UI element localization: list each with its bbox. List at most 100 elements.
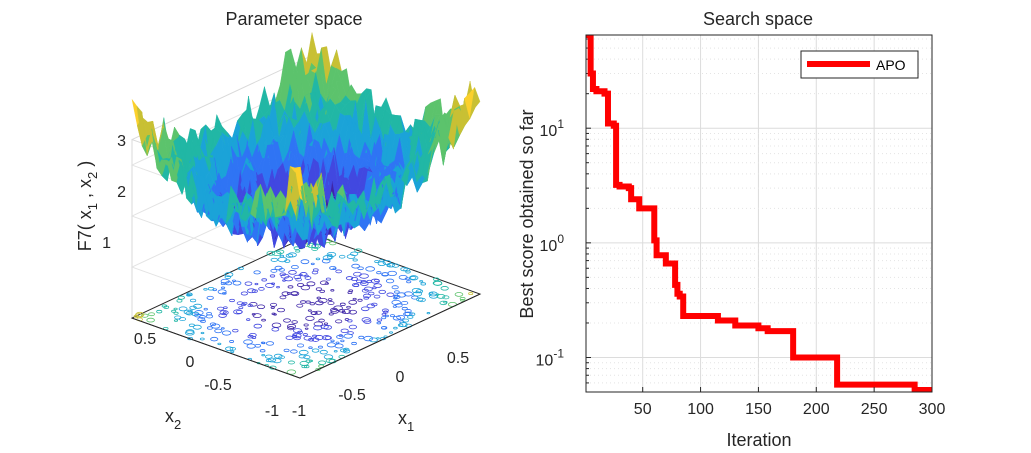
contour-ring xyxy=(386,292,395,297)
contour-ring xyxy=(295,277,302,282)
contour-ring xyxy=(404,277,410,281)
contour-ring xyxy=(372,286,377,290)
contour-ring xyxy=(285,335,294,340)
contour-ring xyxy=(392,305,398,308)
contour-ring xyxy=(271,282,276,285)
contour-ring xyxy=(315,287,322,291)
contour-ring xyxy=(432,280,443,286)
contour-ring xyxy=(394,290,400,294)
contour-ring xyxy=(217,289,227,295)
x2-axis-label: x2 xyxy=(165,406,181,432)
contour-ring xyxy=(391,299,401,305)
contour-ring xyxy=(279,272,286,277)
contour-ring xyxy=(358,335,365,340)
surface-title: Parameter space xyxy=(225,9,362,29)
x1-axis-line xyxy=(299,293,481,379)
x2-axis-line xyxy=(131,317,301,379)
contour-ring xyxy=(224,281,233,286)
series-line-apo xyxy=(586,35,932,392)
contour-ring xyxy=(232,328,239,333)
contour-ring xyxy=(254,282,259,286)
contour-ring xyxy=(318,318,325,323)
contour-ring xyxy=(381,312,387,316)
contour-ring xyxy=(179,317,187,322)
y-tick-label: 10-1 xyxy=(536,346,565,369)
contour-ring xyxy=(335,319,343,324)
contour-ring xyxy=(197,317,206,322)
contour-ring xyxy=(374,260,380,263)
contour-ring xyxy=(300,285,311,291)
surface-facet xyxy=(469,86,481,119)
contour-ring xyxy=(376,318,383,322)
contour-ring xyxy=(233,309,243,315)
contour-ring xyxy=(244,281,253,286)
z-tick-label: 3 xyxy=(117,133,126,150)
contour-ring xyxy=(185,329,195,335)
x-tick-label: 50 xyxy=(634,401,652,418)
surface-mesh xyxy=(131,32,481,379)
y-tick-label: 101 xyxy=(540,117,565,140)
contour-ring xyxy=(261,278,268,282)
contour-ring xyxy=(348,289,354,293)
svg-text:x2: x2 xyxy=(165,406,181,432)
contour-ring xyxy=(203,287,208,291)
contour-ring xyxy=(299,272,308,277)
contour-ring xyxy=(353,283,360,288)
contour-ring xyxy=(352,297,357,301)
contour-ring xyxy=(307,309,312,312)
contour-ring xyxy=(387,270,397,277)
contour-ring xyxy=(366,279,373,283)
x-tick-label: 0 xyxy=(396,369,405,386)
contour-ring xyxy=(311,348,320,353)
contour-ring xyxy=(338,308,345,313)
contour-ring xyxy=(265,282,275,288)
contour-ring xyxy=(348,309,358,315)
contour-ring xyxy=(211,323,221,329)
contour-ring xyxy=(360,281,369,286)
contour-ring xyxy=(251,313,256,316)
x-tick-label: 200 xyxy=(803,401,830,418)
contour-ring xyxy=(252,313,262,319)
contour-ring xyxy=(363,296,370,300)
contour-ring xyxy=(335,341,340,344)
contour-ring xyxy=(373,283,382,288)
contour-ring xyxy=(329,241,337,246)
contour-ring xyxy=(291,264,299,270)
contour-ring xyxy=(270,302,278,307)
contour-ring xyxy=(391,263,400,268)
contour-ring xyxy=(317,297,328,304)
contour-ring xyxy=(325,358,335,364)
contour-ring xyxy=(218,313,227,318)
contour-ring xyxy=(276,307,286,313)
contour-ring xyxy=(206,312,212,316)
contour-ring xyxy=(319,280,329,285)
contour-ring xyxy=(301,364,308,369)
contour-ring xyxy=(224,272,234,277)
contour-ring xyxy=(265,341,275,346)
contour-ring xyxy=(206,295,214,300)
contour-ring xyxy=(304,327,309,330)
contour-ring xyxy=(366,303,376,309)
contour-ring xyxy=(439,300,448,306)
contour-ring xyxy=(325,277,331,281)
contour-ring xyxy=(409,276,417,280)
contour-ring xyxy=(296,343,305,348)
contour-ring xyxy=(347,319,353,323)
contour-ring xyxy=(333,350,338,353)
contour-ring xyxy=(340,348,348,353)
contour-ring xyxy=(186,293,191,297)
contour-ring xyxy=(303,323,309,327)
contour-ring xyxy=(389,314,395,318)
contour-ring xyxy=(198,315,206,319)
axes-frame xyxy=(585,34,933,393)
contour-ring xyxy=(440,286,449,291)
x-ticks: 50 100 150 200 250 300 xyxy=(634,387,945,418)
contour-ring xyxy=(237,266,244,271)
contour-ring xyxy=(246,318,251,321)
contour-ring xyxy=(276,249,285,255)
contour-ring xyxy=(321,258,331,264)
contour-ring xyxy=(296,303,304,308)
contour-ring xyxy=(361,306,370,312)
contour-ring xyxy=(365,266,376,272)
